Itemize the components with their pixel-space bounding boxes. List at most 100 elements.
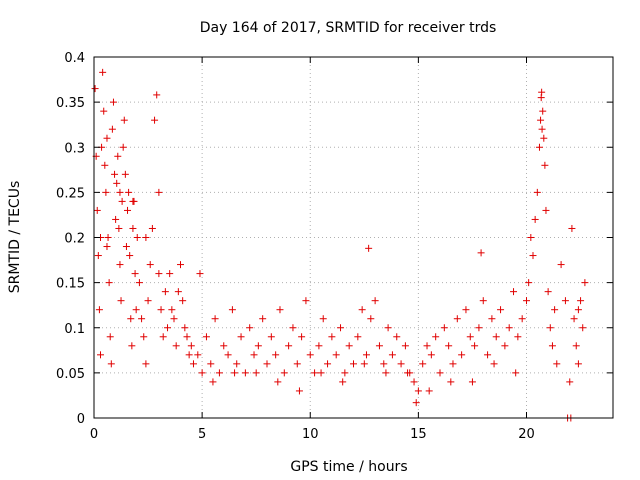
data-point [540, 134, 548, 142]
data-point [371, 297, 379, 305]
data-point [537, 116, 545, 124]
data-point [196, 270, 204, 278]
data-point [475, 324, 483, 332]
data-point [172, 342, 180, 350]
data-point [542, 206, 550, 214]
x-tick-label: 0 [90, 427, 98, 442]
data-point [111, 170, 119, 178]
data-point [241, 369, 249, 377]
data-point [233, 360, 241, 368]
data-point [146, 261, 154, 269]
data-point [358, 306, 366, 314]
data-point [274, 378, 282, 386]
data-point [276, 306, 284, 314]
y-tick-label: 0.05 [56, 367, 85, 382]
data-point [263, 360, 271, 368]
data-point [116, 261, 124, 269]
data-point [497, 306, 505, 314]
data-point [166, 270, 174, 278]
data-point [246, 324, 254, 332]
data-point [551, 306, 559, 314]
data-point [259, 315, 267, 323]
data-point [108, 125, 116, 133]
data-point [181, 324, 189, 332]
data-point [155, 188, 163, 196]
data-point [144, 297, 152, 305]
data-point [120, 116, 128, 124]
x-tick-label: 10 [302, 427, 319, 442]
data-point [324, 360, 332, 368]
data-point [126, 252, 134, 260]
data-point [579, 324, 587, 332]
data-point [367, 315, 375, 323]
x-axis-label: GPS time / hours [290, 459, 407, 475]
data-point [100, 107, 108, 115]
data-point [581, 279, 589, 287]
y-tick-label: 0 [77, 412, 85, 427]
data-point [254, 342, 262, 350]
data-point [533, 188, 541, 196]
data-point [488, 315, 496, 323]
y-tick-label: 0.2 [64, 232, 85, 247]
data-point [501, 342, 509, 350]
data-point [477, 249, 485, 257]
data-point [546, 324, 554, 332]
data-point [382, 369, 390, 377]
data-point [101, 161, 109, 169]
data-point [211, 315, 219, 323]
data-point [128, 342, 136, 350]
data-point [527, 234, 535, 241]
data-point [183, 333, 191, 341]
data-point [94, 252, 102, 260]
data-point [537, 94, 545, 102]
data-point [557, 261, 565, 269]
data-point [198, 369, 206, 377]
y-tick-label: 0.35 [56, 96, 85, 111]
data-point [228, 306, 236, 314]
data-point [118, 197, 126, 205]
data-point [339, 378, 347, 386]
data-point [103, 134, 111, 142]
data-point [115, 224, 123, 232]
data-point [96, 351, 104, 359]
data-point [427, 351, 435, 359]
data-point [157, 306, 165, 314]
data-point [462, 306, 470, 314]
data-point [445, 342, 453, 350]
data-point [119, 143, 127, 151]
data-point [215, 369, 223, 377]
data-point [388, 351, 396, 359]
data-point [328, 333, 336, 341]
data-point [159, 333, 167, 341]
data-point [224, 351, 232, 359]
data-point [129, 197, 137, 205]
data-point [151, 116, 159, 124]
data-point [447, 378, 455, 386]
data-point [568, 224, 576, 232]
data-point [140, 333, 148, 341]
chart-title: Day 164 of 2017, SRMTID for receiver trd… [200, 20, 497, 36]
x-tick-label: 15 [410, 427, 427, 442]
data-point [535, 143, 543, 151]
data-point [285, 342, 293, 350]
data-point [574, 360, 582, 368]
data-point [132, 306, 140, 314]
data-point [124, 206, 132, 214]
data-point [112, 215, 120, 223]
data-point [365, 244, 373, 252]
data-point [102, 188, 110, 196]
data-point [179, 297, 187, 305]
data-point [185, 351, 193, 359]
data-point [267, 333, 275, 341]
data-point [153, 91, 161, 99]
data-point [414, 387, 422, 395]
data-point [231, 369, 239, 377]
data-point [302, 297, 310, 305]
data-point [109, 98, 117, 106]
data-point [114, 152, 122, 160]
data-point [170, 315, 178, 323]
y-tick-label: 0.3 [64, 141, 85, 156]
data-point [121, 170, 129, 178]
data-point [138, 315, 146, 323]
x-tick-label: 5 [198, 427, 206, 442]
